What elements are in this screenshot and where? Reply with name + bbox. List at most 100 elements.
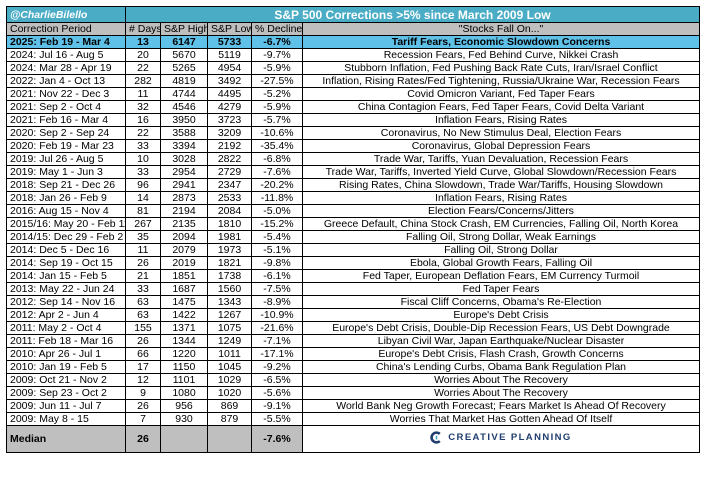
table-row: 2009: Jun 11 - Jul 7 26 956 869 -9.1% World B… <box>6 399 700 413</box>
cell-high: 1150 <box>160 360 208 374</box>
table-row: 2014/15: Dec 29 - Feb 2 35 2094 1981 -5.4% Fa… <box>6 230 700 244</box>
cell-high: 930 <box>160 412 208 426</box>
table-row: 2018: Sep 21 - Dec 26 96 2941 2347 -20.2% Ris… <box>6 178 700 192</box>
cell-period: 2013: May 22 - Jun 24 <box>6 282 126 296</box>
table-title: S&P 500 Corrections >5% since March 2009… <box>125 6 700 23</box>
table-row: 2016: Aug 15 - Nov 4 81 2194 2084 -5.0% Elect… <box>6 204 700 218</box>
cell-decline: -11.8% <box>251 191 303 205</box>
cell-decline: -27.5% <box>251 74 303 88</box>
cell-days: 10 <box>125 152 161 166</box>
cell-decline: -5.9% <box>251 100 303 114</box>
table-row: 2020: Sep 2 - Sep 24 22 3588 3209 -10.6% Coro… <box>6 126 700 140</box>
cell-high: 5265 <box>160 61 208 75</box>
cell-decline: -21.6% <box>251 321 303 335</box>
cell-period: 2024: Mar 28 - Apr 19 <box>6 61 126 75</box>
table-row: 2021: Feb 16 - Mar 4 16 3950 3723 -5.7% Infla… <box>6 113 700 127</box>
cell-reason: Worries That Market Has Gotten Ahead Of … <box>302 412 700 426</box>
cell-period: 2014: Sep 19 - Oct 15 <box>6 256 126 270</box>
table-row: 2010: Jan 19 - Feb 5 17 1150 1045 -9.2% China… <box>6 360 700 374</box>
cell-high: 3950 <box>160 113 208 127</box>
cell-reason: Coronavirus, Global Depression Fears <box>302 139 700 153</box>
cell-reason: Fed Taper Fears <box>302 282 700 296</box>
cell-high: 1101 <box>160 373 208 387</box>
cell-decline: -6.5% <box>251 373 303 387</box>
cell-low: 1981 <box>207 230 252 244</box>
cell-decline: -5.1% <box>251 243 303 257</box>
median-days: 26 <box>125 425 161 453</box>
title-row: @CharlieBilello S&P 500 Corrections >5% … <box>6 6 700 23</box>
cell-period: 2019: May 1 - Jun 3 <box>6 165 126 179</box>
logo-cell: CREATIVE PLANNING <box>302 425 700 453</box>
cell-decline: -5.2% <box>251 87 303 101</box>
cell-period: 2016: Aug 15 - Nov 4 <box>6 204 126 218</box>
cell-high: 1422 <box>160 308 208 322</box>
cell-period: 2014: Jan 15 - Feb 5 <box>6 269 126 283</box>
cell-low: 1029 <box>207 373 252 387</box>
cell-low: 3723 <box>207 113 252 127</box>
cell-period: 2009: Jun 11 - Jul 7 <box>6 399 126 413</box>
cell-days: 26 <box>125 334 161 348</box>
cell-low: 1249 <box>207 334 252 348</box>
cell-high: 1220 <box>160 347 208 361</box>
table-row: 2009: May 8 - 15 7 930 879 -5.5% Worries That… <box>6 412 700 426</box>
cell-period: 2012: Sep 14 - Nov 16 <box>6 295 126 309</box>
cell-low: 1011 <box>207 347 252 361</box>
cell-decline: -6.1% <box>251 269 303 283</box>
cell-high: 6147 <box>160 35 208 49</box>
cell-decline: -6.7% <box>251 35 303 49</box>
cell-reason: Election Fears/Concerns/Jitters <box>302 204 700 218</box>
cell-low: 5733 <box>207 35 252 49</box>
cell-low: 2347 <box>207 178 252 192</box>
cell-period: 2015/16: May 20 - Feb 11 <box>6 217 126 231</box>
cell-low: 4495 <box>207 87 252 101</box>
cell-high: 1851 <box>160 269 208 283</box>
cell-decline: -5.6% <box>251 386 303 400</box>
table-row: 2011: Feb 18 - Mar 16 26 1344 1249 -7.1% Liby… <box>6 334 700 348</box>
cell-days: 7 <box>125 412 161 426</box>
cell-high: 1080 <box>160 386 208 400</box>
cell-period: 2025: Feb 19 - Mar 4 <box>6 35 126 49</box>
median-empty-high <box>160 425 208 453</box>
cell-period: 2018: Jan 26 - Feb 9 <box>6 191 126 205</box>
cell-reason: Trade War, Tariffs, Inverted Yield Curve… <box>302 165 700 179</box>
cell-period: 2024: Jul 16 - Aug 5 <box>6 48 126 62</box>
cell-days: 282 <box>125 74 161 88</box>
table-row: 2021: Sep 2 - Oct 4 32 4546 4279 -5.9% China … <box>6 100 700 114</box>
cell-decline: -10.6% <box>251 126 303 140</box>
table-row: 2022: Jan 4 - Oct 13 282 4819 3492 -27.5% Inf… <box>6 74 700 88</box>
cell-decline: -5.0% <box>251 204 303 218</box>
cell-decline: -9.1% <box>251 399 303 413</box>
cell-days: 35 <box>125 230 161 244</box>
cell-reason: Fed Taper, European Deflation Fears, EM … <box>302 269 700 283</box>
cell-reason: China's Lending Curbs, Obama Bank Regula… <box>302 360 700 374</box>
cell-high: 2941 <box>160 178 208 192</box>
cell-low: 1810 <box>207 217 252 231</box>
median-row: Median 26 -7.6% CREATIVE PLANNING <box>6 425 700 453</box>
cell-high: 1475 <box>160 295 208 309</box>
cell-reason: Tariff Fears, Economic Slowdown Concerns <box>302 35 700 49</box>
cell-high: 1371 <box>160 321 208 335</box>
table-row: 2012: Sep 14 - Nov 16 63 1475 1343 -8.9% Fisc… <box>6 295 700 309</box>
cell-days: 26 <box>125 399 161 413</box>
header-high: S&P High <box>160 22 208 36</box>
cell-high: 3028 <box>160 152 208 166</box>
cell-decline: -9.8% <box>251 256 303 270</box>
cell-low: 1267 <box>207 308 252 322</box>
creative-planning-logo-icon <box>430 431 441 444</box>
cell-high: 2094 <box>160 230 208 244</box>
header-days: # Days <box>125 22 161 36</box>
cell-decline: -5.5% <box>251 412 303 426</box>
cell-days: 26 <box>125 256 161 270</box>
header-row: Correction Period # Days S&P High S&P Lo… <box>6 22 700 36</box>
cell-low: 5119 <box>207 48 252 62</box>
cell-high: 1344 <box>160 334 208 348</box>
cell-days: 13 <box>125 35 161 49</box>
cell-low: 1560 <box>207 282 252 296</box>
cell-reason: Europe's Debt Crisis <box>302 308 700 322</box>
cell-reason: Covid Omicron Variant, Fed Taper Fears <box>302 87 700 101</box>
cell-reason: Falling Oil, Strong Dollar, Weak Earning… <box>302 230 700 244</box>
table-row: 2019: May 1 - Jun 3 33 2954 2729 -7.6% Trade … <box>6 165 700 179</box>
cell-low: 4954 <box>207 61 252 75</box>
cell-high: 4546 <box>160 100 208 114</box>
cell-days: 155 <box>125 321 161 335</box>
